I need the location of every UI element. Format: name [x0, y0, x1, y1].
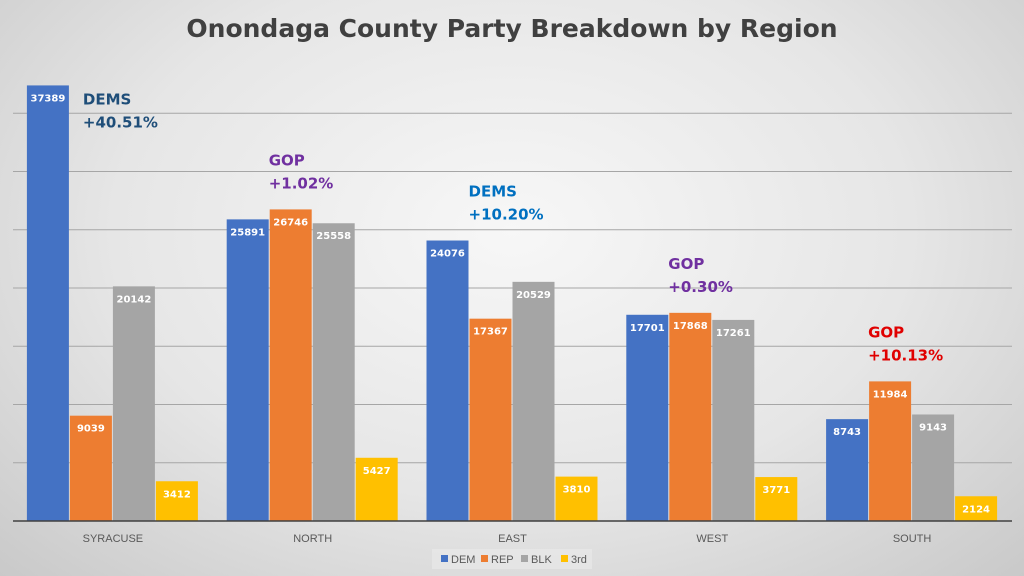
data-labels: 37389 9039 20142 3412 25891 26746 25558 5427 240… — [31, 93, 991, 515]
data-label: 3810 — [563, 485, 591, 496]
category-label: SYRACUSE — [83, 533, 144, 545]
bar-dem-syracuse — [26, 85, 69, 521]
bar-dem-east — [426, 240, 469, 522]
bar-blk-north — [312, 223, 355, 521]
legend-swatch — [481, 555, 488, 562]
legend: DEM REP BLK 3rd — [432, 549, 592, 569]
bar-3rd-syracuse — [155, 481, 198, 521]
bar-3rd-south — [955, 496, 998, 521]
data-label: 20529 — [516, 290, 551, 301]
bar-rep-east — [469, 318, 512, 521]
data-label: 17367 — [473, 327, 508, 338]
bar-rep-north — [269, 209, 312, 521]
bar-rep-west — [669, 312, 712, 521]
annotation-margin: +0.30% — [668, 278, 733, 296]
data-label: 3771 — [762, 485, 790, 496]
bar-3rd-west — [755, 477, 798, 521]
data-label: 26746 — [273, 217, 308, 228]
data-label: 17868 — [673, 321, 708, 332]
annotation-margin: +10.13% — [868, 346, 943, 364]
annotation-margin: +10.20% — [469, 206, 544, 224]
data-label: 3412 — [163, 489, 191, 500]
legend-label: DEM — [451, 554, 475, 566]
annotation-south: GOP +10.13% — [868, 323, 943, 364]
bar-dem-north — [226, 219, 269, 521]
bar-dem-south — [826, 419, 869, 521]
annotation-west: GOP +0.30% — [668, 255, 733, 296]
category-label: NORTH — [293, 533, 332, 545]
legend-item-dem: DEM — [441, 554, 475, 566]
data-label: 17261 — [716, 328, 751, 339]
legend-item-rep: REP — [481, 554, 514, 566]
legend-item-3rd: 3rd — [561, 554, 587, 566]
legend-swatch — [561, 555, 568, 562]
data-label: 25891 — [230, 227, 265, 238]
legend-box — [432, 549, 592, 569]
legend-item-blk: BLK — [521, 554, 552, 566]
annotation-party: DEMS — [469, 183, 517, 201]
data-label: 9039 — [77, 424, 105, 435]
annotation-east: DEMS +10.20% — [469, 183, 544, 224]
bar-dem-west — [626, 314, 669, 521]
bars — [26, 85, 998, 522]
chart-title: Onondaga County Party Breakdown by Regio… — [186, 14, 837, 43]
bar-blk-east — [512, 281, 555, 521]
legend-swatch — [521, 555, 528, 562]
category-label: SOUTH — [893, 533, 932, 545]
data-label: 8743 — [833, 427, 861, 438]
legend-label: BLK — [531, 554, 552, 566]
data-label: 37389 — [31, 93, 66, 104]
data-label: 25558 — [316, 231, 351, 242]
data-label: 24076 — [430, 249, 465, 260]
bar-3rd-north — [355, 457, 398, 521]
data-label: 11984 — [873, 389, 908, 400]
category-label: EAST — [498, 533, 527, 545]
data-label: 2124 — [962, 504, 990, 515]
legend-label: REP — [491, 554, 514, 566]
data-label: 5427 — [363, 466, 391, 477]
category-label: WEST — [696, 533, 728, 545]
bar-blk-south — [912, 414, 955, 521]
bar-rep-syracuse — [69, 415, 112, 521]
annotation-margin: +1.02% — [269, 174, 334, 192]
annotation-party: DEMS — [83, 90, 131, 108]
annotation-party: GOP — [868, 323, 904, 341]
annotation-party: GOP — [668, 255, 704, 273]
data-label: 9143 — [919, 422, 947, 433]
bar-rep-south — [869, 381, 912, 521]
data-label: 20142 — [117, 294, 152, 305]
bar-blk-west — [712, 319, 755, 521]
annotation-north: GOP +1.02% — [269, 151, 334, 192]
annotation-margin: +40.51% — [83, 113, 158, 131]
bar-3rd-east — [555, 476, 598, 521]
legend-label: 3rd — [571, 554, 587, 566]
legend-swatch — [441, 555, 448, 562]
data-label: 17701 — [630, 323, 665, 334]
annotation-party: GOP — [269, 151, 305, 169]
annotation-syracuse: DEMS +40.51% — [83, 90, 158, 131]
bar-blk-syracuse — [112, 286, 155, 521]
annotations: DEMS +40.51% GOP +1.02% DEMS +10.20% GOP +0.30%… — [83, 90, 943, 364]
category-labels: SYRACUSE NORTH EAST WEST SOUTH — [83, 533, 932, 545]
